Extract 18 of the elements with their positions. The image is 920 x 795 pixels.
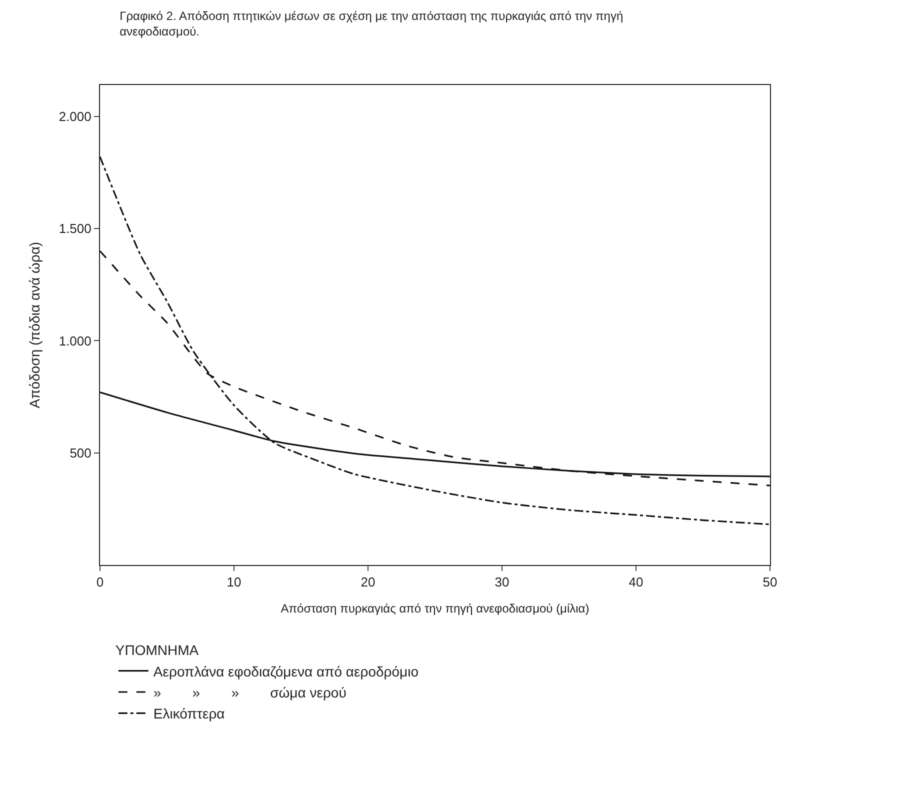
- legend-label: » » » σώμα νερού: [153, 684, 346, 700]
- y-tick-label: 500: [70, 445, 92, 460]
- chart-title: Γραφικό 2. Απόδοση πτητικών μέσων σε σχέση με την απόσταση της πυρκαγιάς από την πηγή ανεφοδιασμού.: [120, 8, 624, 38]
- legend-label: Ελικόπτερα: [153, 706, 225, 722]
- x-axis-title: Απόσταση πυρκαγιάς από την πηγή ανεφοδιασμού (μίλια): [280, 602, 590, 616]
- y-axis-title: Απόδοση (πόδια ανά ώρα): [26, 242, 42, 408]
- y-tick-label: 2.000: [58, 108, 92, 124]
- legend-title: ΥΠΟΜΝΗΜΑ: [115, 642, 200, 658]
- y-tick-label: 1.000: [58, 333, 92, 348]
- x-tick-label: 20: [360, 574, 376, 590]
- line-series: [100, 156, 770, 526]
- x-tick-label: 40: [628, 574, 644, 590]
- x-tick-label: 0: [96, 574, 104, 590]
- x-tick-label: 10: [226, 574, 242, 590]
- x-tick-label: 30: [494, 574, 510, 590]
- legend-label: Αεροπλάνα εφοδιαζόμενα από αεροδρόμιο: [153, 663, 419, 680]
- y-tick-label: 1.500: [58, 221, 92, 236]
- x-tick-label: 50: [762, 574, 778, 590]
